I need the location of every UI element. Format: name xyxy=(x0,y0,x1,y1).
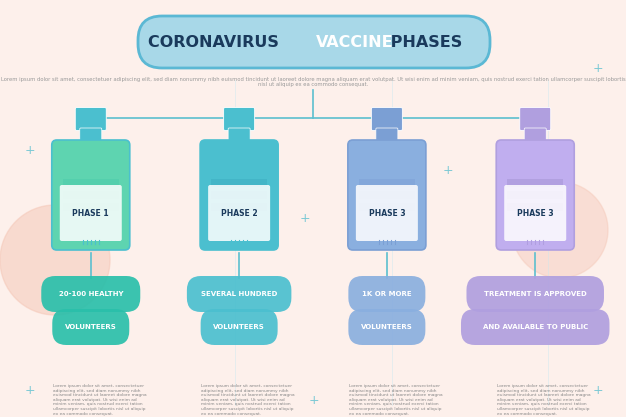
Text: VOLUNTEERS: VOLUNTEERS xyxy=(213,324,265,330)
Circle shape xyxy=(0,205,110,315)
Text: Lorem ipsum dolor sit amet, consectetuer
adipiscing elit, sed diam nonummy nibh
: Lorem ipsum dolor sit amet, consectetuer… xyxy=(53,384,146,416)
Text: +: + xyxy=(24,384,35,397)
FancyBboxPatch shape xyxy=(200,140,278,250)
Text: Lorem ipsum dolor sit amet, consectetuer adipiscing elit, sed diam nonummy nibh : Lorem ipsum dolor sit amet, consectetuer… xyxy=(1,77,625,88)
FancyBboxPatch shape xyxy=(348,276,426,312)
Text: Lorem ipsum dolor sit amet, consectetuer
adipiscing elit, sed diam nonummy nibh
: Lorem ipsum dolor sit amet, consectetuer… xyxy=(497,384,591,416)
FancyBboxPatch shape xyxy=(138,16,490,68)
FancyBboxPatch shape xyxy=(524,128,546,146)
Bar xyxy=(211,191,267,199)
FancyBboxPatch shape xyxy=(208,185,270,241)
FancyBboxPatch shape xyxy=(371,108,403,131)
Bar xyxy=(211,179,267,187)
Text: Lorem ipsum dolor sit amet, consectetuer
adipiscing elit, sed diam nonummy nibh
: Lorem ipsum dolor sit amet, consectetuer… xyxy=(201,384,295,416)
Bar xyxy=(63,203,119,211)
Bar xyxy=(63,179,119,187)
FancyBboxPatch shape xyxy=(59,185,122,241)
Bar xyxy=(359,203,415,211)
Text: +: + xyxy=(309,394,319,407)
FancyBboxPatch shape xyxy=(52,309,130,345)
FancyBboxPatch shape xyxy=(348,309,426,345)
Text: SEVERAL HUNDRED: SEVERAL HUNDRED xyxy=(201,291,277,297)
Text: 20-100 HEALTHY: 20-100 HEALTHY xyxy=(58,291,123,297)
Text: VACCINE: VACCINE xyxy=(316,35,394,50)
Bar xyxy=(359,191,415,199)
Text: CORONAVIRUS: CORONAVIRUS xyxy=(148,35,284,50)
Bar xyxy=(63,191,119,199)
Text: PHASE 3: PHASE 3 xyxy=(517,208,553,218)
Text: +: + xyxy=(593,61,603,75)
Text: Lorem ipsum dolor sit amet, consectetuer
adipiscing elit, sed diam nonummy nibh
: Lorem ipsum dolor sit amet, consectetuer… xyxy=(349,384,443,416)
FancyBboxPatch shape xyxy=(52,140,130,250)
Text: PHASE 2: PHASE 2 xyxy=(221,208,257,218)
FancyBboxPatch shape xyxy=(376,128,398,146)
Text: +: + xyxy=(24,143,35,156)
Circle shape xyxy=(512,182,608,278)
FancyBboxPatch shape xyxy=(504,185,567,241)
Text: VOLUNTEERS: VOLUNTEERS xyxy=(361,324,413,330)
FancyBboxPatch shape xyxy=(461,309,610,345)
Text: PHASE 1: PHASE 1 xyxy=(73,208,109,218)
FancyBboxPatch shape xyxy=(520,108,551,131)
Text: TREATMENT IS APPROVED: TREATMENT IS APPROVED xyxy=(484,291,587,297)
Text: PHASE 3: PHASE 3 xyxy=(369,208,405,218)
FancyBboxPatch shape xyxy=(223,108,255,131)
Text: PHASES: PHASES xyxy=(385,35,462,50)
FancyBboxPatch shape xyxy=(75,108,106,131)
FancyBboxPatch shape xyxy=(200,309,278,345)
FancyBboxPatch shape xyxy=(348,140,426,250)
FancyBboxPatch shape xyxy=(466,276,604,312)
Text: +: + xyxy=(443,163,453,176)
FancyBboxPatch shape xyxy=(187,276,291,312)
Text: VOLUNTEERS: VOLUNTEERS xyxy=(65,324,116,330)
Bar xyxy=(211,203,267,211)
Bar xyxy=(359,179,415,187)
FancyBboxPatch shape xyxy=(80,128,102,146)
Text: +: + xyxy=(300,211,310,224)
FancyBboxPatch shape xyxy=(41,276,140,312)
Text: AND AVAILABLE TO PUBLIC: AND AVAILABLE TO PUBLIC xyxy=(483,324,588,330)
Text: +: + xyxy=(593,384,603,397)
FancyBboxPatch shape xyxy=(356,185,418,241)
Text: 1K OR MORE: 1K OR MORE xyxy=(362,291,412,297)
Bar xyxy=(507,203,563,211)
FancyBboxPatch shape xyxy=(496,140,574,250)
FancyBboxPatch shape xyxy=(228,128,250,146)
Bar xyxy=(507,191,563,199)
Bar xyxy=(507,179,563,187)
